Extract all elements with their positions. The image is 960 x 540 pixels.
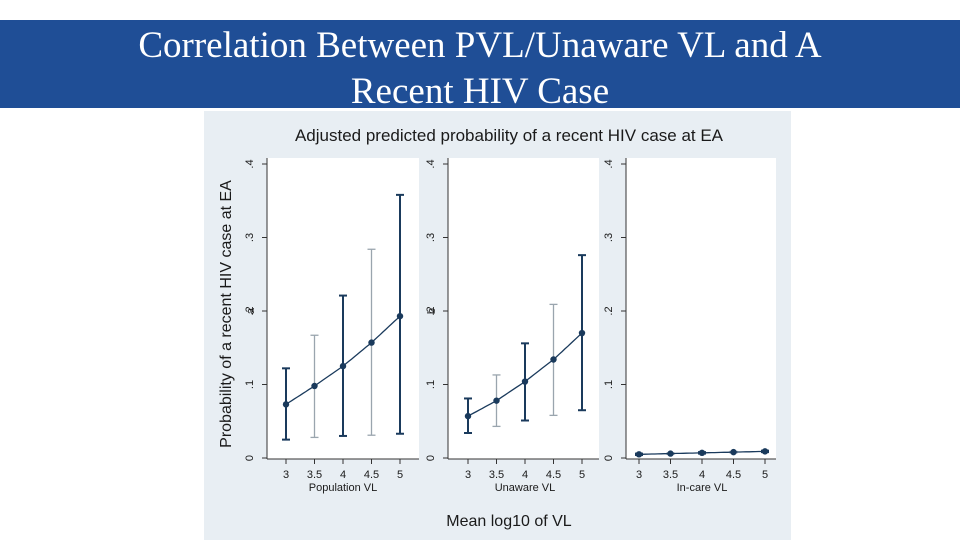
data-point [698, 449, 706, 457]
y-tick-label: 0 [603, 455, 615, 461]
slide-title-line-2: Recent HIV Case [350, 71, 610, 112]
x-tick-label: 4 [699, 469, 705, 481]
x-tick-label: 4 [340, 469, 346, 481]
y-tick-label: .3 [244, 233, 256, 242]
x-tick-label: 4.5 [364, 469, 379, 481]
data-point [368, 339, 375, 346]
chart-title: Adjusted predicted probability of a rece… [295, 126, 724, 145]
x-tick-label: 3.5 [489, 469, 504, 481]
panel-tag: a [245, 307, 257, 314]
panel-plot-area [448, 158, 599, 459]
data-point [396, 312, 404, 320]
data-point [578, 329, 586, 337]
y-tick-label: .2 [244, 306, 256, 315]
data-point [761, 448, 769, 455]
y-tick-label: .2 [603, 306, 615, 315]
data-point [339, 362, 347, 370]
y-tick-label: .1 [244, 380, 256, 389]
chart-figure: Adjusted predicted probability of a rece… [204, 111, 791, 540]
panel-subtitle: In-care VL [677, 482, 728, 494]
x-axis-label: Mean log10 of VL [446, 513, 572, 530]
y-tick-label: .4 [603, 159, 615, 168]
x-tick-label: 5 [762, 469, 768, 481]
data-point [635, 451, 643, 458]
y-tick-label: .4 [425, 159, 437, 168]
slide-title-bar [0, 20, 960, 108]
y-tick-label: .1 [603, 380, 615, 389]
y-tick-label: 0 [425, 455, 437, 461]
data-point [550, 356, 557, 363]
y-tick-label: .3 [603, 233, 615, 242]
y-tick-label: .1 [425, 380, 437, 389]
x-tick-label: 4.5 [546, 469, 561, 481]
x-tick-label: 5 [397, 469, 403, 481]
panel-tag: b [426, 308, 438, 314]
panel-c: 0 .1 .2 .3 .4 3 3.5 4 4.5 5 In-care VL [603, 158, 776, 494]
data-point [493, 397, 500, 404]
y-tick-label: 0 [244, 455, 256, 461]
x-tick-label: 3 [465, 469, 471, 481]
x-tick-label: 3 [636, 469, 642, 481]
panel-a: 0 .1 .2 .3 .4 a 3 3.5 4 4.5 5 Population VL [244, 158, 419, 494]
chart-svg: Adjusted predicted probability of a rece… [218, 126, 776, 530]
data-point [667, 450, 674, 457]
data-point [521, 378, 529, 385]
x-tick-label: 3 [283, 469, 289, 481]
panel-subtitle: Population VL [309, 482, 378, 494]
data-point [282, 401, 290, 408]
panel-subtitle: Unaware VL [495, 482, 556, 494]
data-point [730, 448, 737, 456]
x-tick-label: 4.5 [726, 469, 741, 481]
y-axis-label: Probability of a recent HIV case at EA [218, 180, 235, 448]
y-tick-label: .3 [425, 233, 437, 242]
panel-plot-area [626, 158, 776, 459]
data-point [464, 412, 472, 420]
slide-title-line-1: Correlation Between PVL/Unaware VL and A [138, 25, 822, 66]
x-tick-label: 4 [522, 469, 528, 481]
panel-b: 0 .1 .2 .3 .4 b 3 3.5 4 4.5 5 Unaware VL [425, 158, 599, 494]
data-point [311, 382, 318, 390]
y-tick-label: .4 [244, 159, 256, 168]
x-tick-label: 3.5 [307, 469, 322, 481]
x-tick-label: 3.5 [663, 469, 678, 481]
x-tick-label: 5 [579, 469, 585, 481]
y-tick-label: .2 [425, 306, 437, 315]
